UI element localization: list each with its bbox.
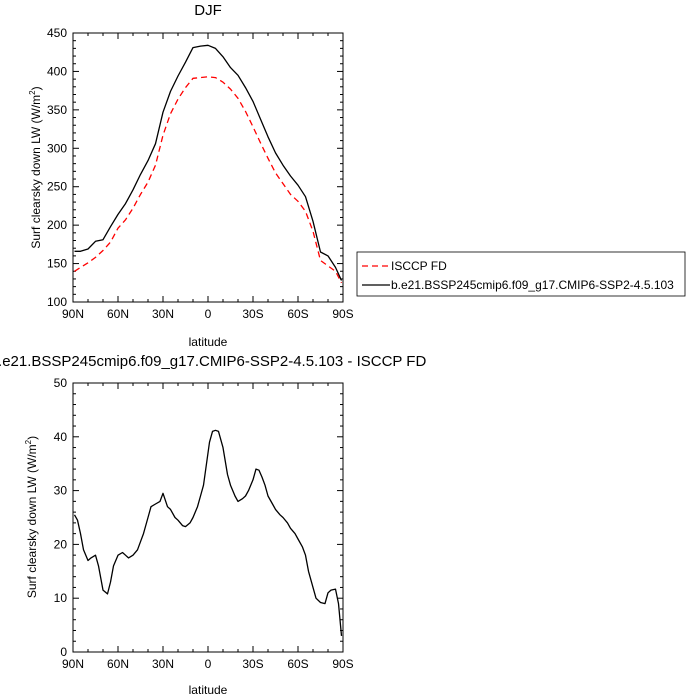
y-tick-label: 450 — [47, 26, 67, 40]
y-tick-label: 30 — [54, 484, 68, 498]
legend-label-isccp: ISCCP FD — [391, 259, 447, 273]
top-plot-area: 90N 60N 30N 0 30S 60S 90S 100 150 200 250 300 350 400… — [47, 26, 354, 321]
x-tick-label: 30S — [242, 307, 263, 321]
y-tick-label: 100 — [47, 295, 67, 309]
legend-frame — [356, 251, 686, 297]
top-x-axis-label: latitude — [189, 335, 228, 349]
x-tick-label: 60N — [107, 657, 129, 671]
x-tick-label: 60N — [107, 307, 129, 321]
series-line-0-1 — [74, 44, 343, 281]
bottom-plot-frame — [72, 382, 344, 653]
top-y-axis-label: Surf clearsky down LW (W/m2) — [28, 86, 43, 248]
y-tick-label: 250 — [47, 180, 67, 194]
bottom-x-axis-label: latitude — [189, 683, 228, 697]
y-tick-label: 150 — [47, 257, 67, 271]
x-tick-label: 90N — [62, 657, 84, 671]
bottom-panel: b.e21.BSSP245cmip6.f09_g17.CMIP6-SSP2-4.… — [0, 353, 426, 697]
bottom-chart-title: b.e21.BSSP245cmip6.f09_g17.CMIP6-SSP2-4.… — [0, 353, 426, 370]
bottom-plot-area: 90N 60N 30N 0 30S 60S 90S 0 10 20 30 40 50 — [54, 376, 354, 671]
x-tick-label: 60S — [287, 657, 308, 671]
y-tick-label: 20 — [54, 537, 68, 551]
x-tick-label: 60S — [287, 307, 308, 321]
top-plot-frame — [72, 32, 344, 303]
x-tick-label: 30S — [242, 657, 263, 671]
series-line-1-0 — [73, 429, 343, 636]
y-tick-label: 40 — [54, 430, 68, 444]
legend: ISCCP FD b.e21.BSSP245cmip6.f09_g17.CMIP… — [356, 251, 686, 297]
top-chart-title: DJF — [194, 2, 222, 19]
y-tick-label: 50 — [54, 376, 68, 390]
x-tick-label: 0 — [205, 657, 212, 671]
bottom-y-axis-label: Surf clearsky down LW (W/m2) — [24, 436, 39, 598]
top-panel: DJF latitude Surf clearsky down LW (W/m2… — [28, 2, 354, 349]
y-tick-label: 400 — [47, 64, 67, 78]
y-tick-label: 200 — [47, 218, 67, 232]
y-tick-label: 300 — [47, 141, 67, 155]
y-tick-label: 10 — [54, 591, 68, 605]
x-tick-label: 90N — [62, 307, 84, 321]
x-tick-label: 30N — [152, 307, 174, 321]
x-tick-label: 30N — [152, 657, 174, 671]
x-tick-label: 90S — [332, 657, 353, 671]
y-tick-label: 350 — [47, 103, 67, 117]
x-tick-label: 90S — [332, 307, 353, 321]
y-tick-label: 0 — [60, 645, 67, 659]
legend-label-model: b.e21.BSSP245cmip6.f09_g17.CMIP6-SSP2-4.… — [391, 278, 674, 292]
series-line-0-0 — [74, 76, 343, 284]
x-tick-label: 0 — [205, 307, 212, 321]
